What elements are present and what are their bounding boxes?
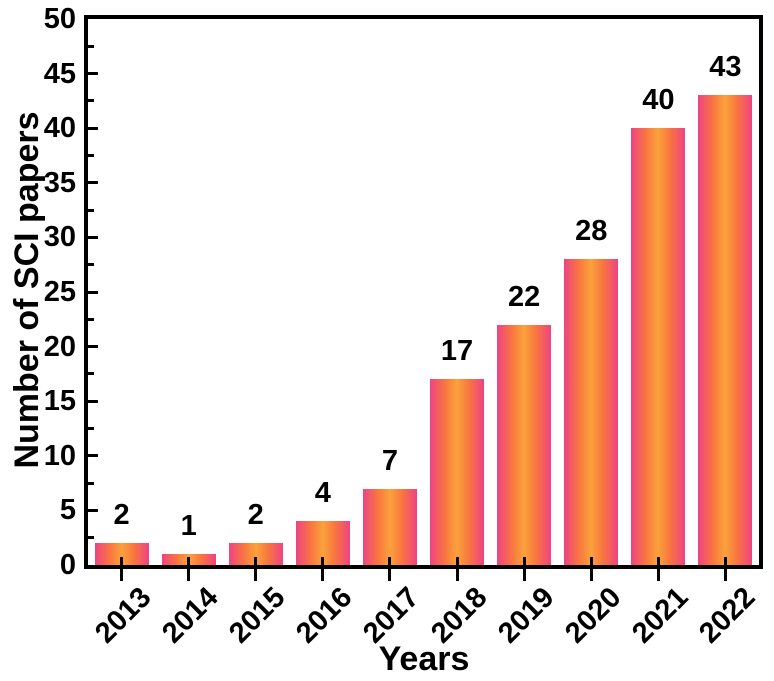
y-tick-label-35: 35 bbox=[43, 166, 76, 199]
y-minor-tick bbox=[88, 263, 94, 267]
bar-value-label-2014: 1 bbox=[180, 510, 197, 543]
y-major-tick bbox=[88, 290, 98, 294]
y-minor-tick bbox=[88, 99, 94, 103]
bar-2019 bbox=[497, 324, 552, 565]
y-tick-label-10: 10 bbox=[43, 439, 76, 472]
plot-frame bbox=[84, 15, 763, 569]
x-tick-2017 bbox=[388, 557, 392, 581]
bar-value-label-2019: 22 bbox=[508, 280, 541, 313]
bar-value-label-2013: 2 bbox=[113, 499, 130, 532]
x-axis-title: Years bbox=[378, 640, 470, 678]
y-tick-label-15: 15 bbox=[43, 385, 76, 418]
y-minor-tick bbox=[88, 427, 94, 430]
y-major-tick bbox=[88, 126, 98, 130]
y-major-tick bbox=[88, 399, 98, 403]
y-tick-label-0: 0 bbox=[59, 549, 76, 581]
x-tick-2015 bbox=[254, 557, 258, 581]
y-minor-tick bbox=[88, 481, 94, 485]
x-tick-label-wrap: 2022 bbox=[519, 581, 761, 649]
bar-2020 bbox=[564, 259, 619, 565]
x-tick-2014 bbox=[187, 557, 191, 581]
y-major-tick bbox=[88, 508, 98, 512]
bar-2022 bbox=[698, 95, 753, 565]
y-tick-label-20: 20 bbox=[43, 330, 76, 363]
y-minor-tick bbox=[88, 154, 94, 157]
x-tick-2013 bbox=[120, 557, 124, 581]
x-tick-2019 bbox=[522, 557, 526, 581]
x-tick-label-2022: 2022 bbox=[693, 581, 762, 650]
y-tick-label-50: 50 bbox=[43, 3, 76, 35]
bar-value-label-2018: 17 bbox=[440, 335, 474, 368]
x-tick-2018 bbox=[455, 557, 459, 581]
x-tick-2022 bbox=[723, 557, 727, 581]
y-minor-tick bbox=[88, 536, 94, 540]
y-tick-label-30: 30 bbox=[43, 221, 76, 254]
x-tick-2020 bbox=[589, 557, 593, 581]
y-major-tick bbox=[88, 235, 98, 239]
x-tick-2021 bbox=[656, 557, 660, 581]
bar-value-label-2017: 7 bbox=[381, 444, 398, 477]
bar-2015 bbox=[228, 543, 283, 565]
y-major-tick bbox=[88, 454, 98, 458]
y-tick-label-40: 40 bbox=[43, 112, 76, 145]
y-tick-label-25: 25 bbox=[43, 276, 76, 308]
y-major-tick bbox=[88, 345, 98, 349]
y-minor-tick bbox=[88, 44, 94, 48]
x-tick-2016 bbox=[321, 557, 325, 581]
y-tick-label-45: 45 bbox=[43, 57, 76, 90]
y-major-tick bbox=[88, 181, 98, 185]
plot-area bbox=[88, 19, 759, 565]
y-minor-tick bbox=[88, 372, 94, 376]
bar-2021 bbox=[631, 128, 686, 565]
bar-value-label-2020: 28 bbox=[575, 215, 608, 248]
bar-2018 bbox=[430, 379, 485, 565]
bar-value-label-2016: 4 bbox=[314, 477, 331, 510]
bar-value-label-2021: 40 bbox=[642, 84, 675, 117]
bar-2013 bbox=[94, 543, 149, 565]
bar-value-label-2015: 2 bbox=[247, 499, 264, 532]
y-tick-label-5: 5 bbox=[59, 494, 76, 527]
bar-value-label-2022: 43 bbox=[709, 51, 742, 84]
bar-2017 bbox=[362, 488, 417, 565]
y-minor-tick bbox=[88, 208, 94, 212]
y-major-tick bbox=[88, 72, 98, 76]
y-minor-tick bbox=[88, 317, 94, 321]
